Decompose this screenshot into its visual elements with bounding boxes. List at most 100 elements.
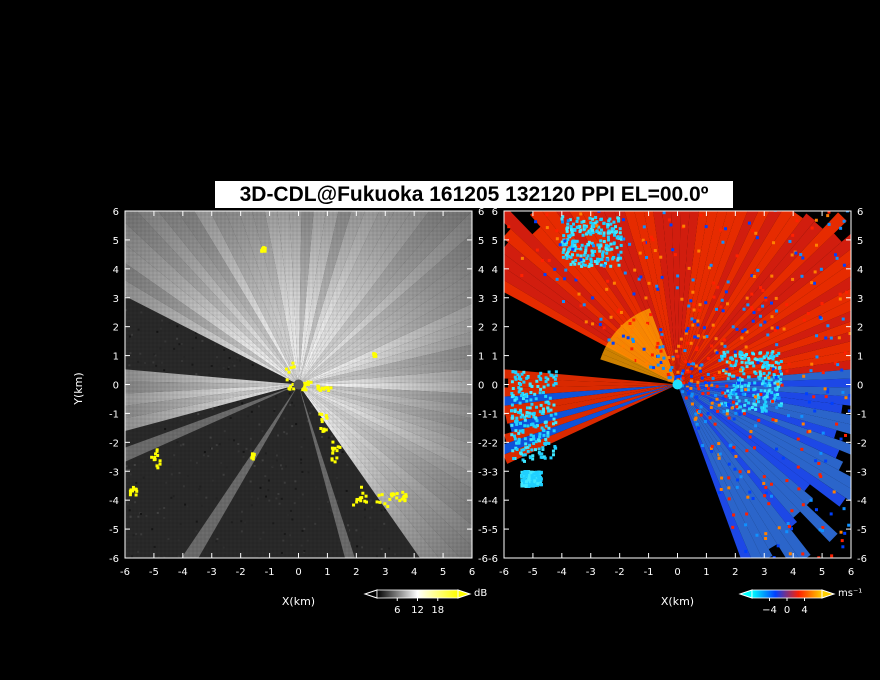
y-tick-label: 6 [492, 207, 498, 218]
y-tick-label: 2 [113, 323, 119, 334]
x-tick-label: -1 [265, 567, 275, 578]
y-axis-label: Y(km) [72, 372, 85, 405]
colorbar-tick-label: 6 [394, 605, 400, 616]
y-tick-label: 0 [492, 381, 498, 392]
y-tick-label-right: 1 [857, 352, 863, 363]
x-tick-label: 0 [674, 567, 680, 578]
colorbar-max-arrow [821, 589, 836, 599]
y-tick-label-right: 4 [857, 265, 863, 276]
y-tick-label-right: 4 [478, 265, 484, 276]
y-tick-label: 3 [492, 294, 498, 305]
y-tick-label: 4 [492, 265, 498, 276]
colorbar-tick-label: 18 [431, 605, 444, 616]
x-tick-label: -5 [149, 567, 159, 578]
colorbar-min-arrow [738, 589, 753, 599]
x-tick-label: -6 [499, 567, 509, 578]
y-tick-label-right: -4 [857, 496, 867, 507]
y-tick-label-right: -6 [857, 554, 867, 565]
x-tick-label: 3 [382, 567, 388, 578]
chart-title: 3D-CDL@Fukuoka 161205 132120 PPI EL=00.0… [215, 181, 733, 208]
x-tick-label: -3 [207, 567, 217, 578]
y-tick-label: 0 [113, 381, 119, 392]
colorbar-gradient [751, 589, 823, 599]
reflectivity-panel: -6 -5 -4 -3 -2 -1 0 1 2 3 4 5 6-6 -6-5 -5-4 -4-3 -3-2 -2-… [72, 207, 488, 608]
colorbar-tick-label: 0 [784, 605, 790, 616]
x-tick-label: -5 [528, 567, 538, 578]
x-tick-label: 1 [324, 567, 330, 578]
y-tick-label-right: 1 [478, 352, 484, 363]
y-tick-label-right: 6 [478, 207, 484, 218]
y-tick-label: -5 [109, 525, 119, 536]
y-tick-label: 5 [113, 236, 119, 247]
y-tick-label-right: -3 [857, 467, 867, 478]
y-tick-label: -2 [109, 438, 119, 449]
y-tick-label-right: -2 [857, 438, 867, 449]
colorbar-tick-label: 4 [801, 605, 807, 616]
y-tick-label: 6 [113, 207, 119, 218]
x-tick-label: 6 [848, 567, 854, 578]
y-tick-label: -6 [109, 554, 119, 565]
y-tick-label: -4 [488, 496, 498, 507]
colorbar-tick-label: −4 [762, 605, 777, 616]
y-tick-label: 1 [492, 352, 498, 363]
y-tick-label: -2 [488, 438, 498, 449]
y-tick-label: -6 [488, 554, 498, 565]
y-tick-label: -4 [109, 496, 119, 507]
x-axis-label: X(km) [661, 595, 694, 608]
y-tick-label: -3 [488, 467, 498, 478]
x-tick-label: 4 [411, 567, 417, 578]
y-tick-label: 4 [113, 265, 119, 276]
colorbar-max-arrow [457, 589, 472, 599]
y-tick-label-right: -4 [478, 496, 488, 507]
y-tick-label-right: 5 [857, 236, 863, 247]
x-axis-label: X(km) [282, 595, 315, 608]
colorbar-tick-label: 12 [411, 605, 424, 616]
y-tick-label-right: 2 [478, 323, 484, 334]
colorbar: 6 12 18 dB [363, 588, 487, 616]
x-tick-label: 4 [790, 567, 796, 578]
x-tick-label: 6 [469, 567, 475, 578]
colorbar-min-arrow [363, 589, 378, 599]
y-tick-label-right: -1 [857, 409, 867, 420]
y-tick-label: -1 [109, 409, 119, 420]
colorbar-unit: dB [474, 588, 487, 599]
x-tick-label: 3 [761, 567, 767, 578]
y-tick-label-right: 0 [857, 381, 863, 392]
x-tick-label: -6 [120, 567, 130, 578]
y-tick-label: 2 [492, 323, 498, 334]
y-tick-label-right: -1 [478, 409, 488, 420]
x-tick-label: -2 [615, 567, 625, 578]
y-tick-label-right: 6 [857, 207, 863, 218]
x-tick-label: -2 [236, 567, 246, 578]
colorbar-gradient [376, 589, 459, 599]
x-tick-label: -4 [557, 567, 567, 578]
x-tick-label: -3 [586, 567, 596, 578]
y-tick-label: -5 [488, 525, 498, 536]
y-tick-label-right: 3 [857, 294, 863, 305]
y-tick-label: 1 [113, 352, 119, 363]
y-tick-label-right: -3 [478, 467, 488, 478]
x-tick-label: -4 [178, 567, 188, 578]
colorbar: −4 0 4 ms⁻¹ [738, 588, 862, 616]
x-tick-label: 2 [353, 567, 359, 578]
y-tick-label: 3 [113, 294, 119, 305]
x-tick-label: 0 [295, 567, 301, 578]
y-tick-label-right: 0 [478, 381, 484, 392]
x-tick-label: 5 [819, 567, 825, 578]
colorbar-unit: ms⁻¹ [838, 588, 862, 599]
y-tick-label-right: -6 [478, 554, 488, 565]
y-tick-label: 5 [492, 236, 498, 247]
y-tick-label-right: 2 [857, 323, 863, 334]
x-tick-label: -1 [644, 567, 654, 578]
y-tick-label: -1 [488, 409, 498, 420]
y-tick-label-right: -5 [857, 525, 867, 536]
y-tick-label-right: 3 [478, 294, 484, 305]
velocity-panel: -6 -5 -4 -3 -2 -1 0 1 2 3 4 5 6-6 -6-5 -5-4 -4-3 -3-2 -2-… [488, 207, 867, 608]
y-tick-label: -3 [109, 467, 119, 478]
y-tick-label-right: 5 [478, 236, 484, 247]
x-tick-label: 2 [732, 567, 738, 578]
x-tick-label: 1 [703, 567, 709, 578]
x-tick-label: 5 [440, 567, 446, 578]
y-tick-label-right: -5 [478, 525, 488, 536]
